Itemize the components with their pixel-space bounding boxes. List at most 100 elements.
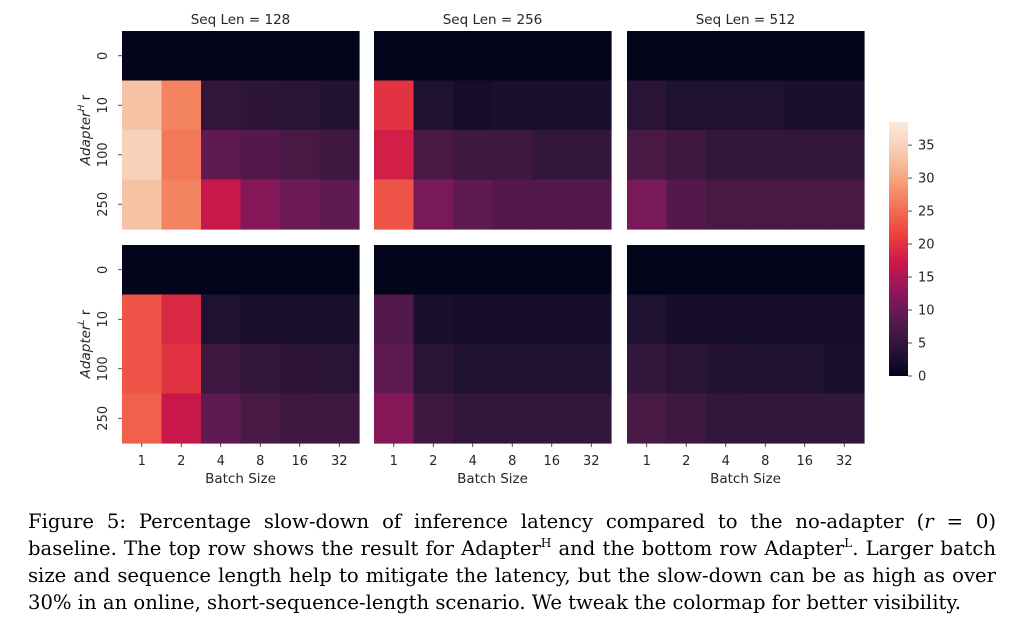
heatmap-cell [240,31,281,82]
x-axis-label: Batch Size [710,471,781,487]
heatmap-cell [824,179,865,230]
heatmap-cell [280,344,321,395]
heatmap-cell [319,179,360,230]
heatmap-cell [532,294,573,345]
heatmap-cell [666,344,707,395]
heatmap-cell [122,393,163,444]
heatmap-cell [280,393,321,444]
colorbar-tick-label: 15 [918,271,935,286]
x-tick-label: 2 [429,454,437,469]
heatmap-cell [280,294,321,345]
heatmap-cell [122,245,163,296]
heatmap-cell [161,179,202,230]
heatmap-cell [785,80,826,131]
heatmap-cell [319,294,360,345]
x-tick-label: 2 [682,454,690,469]
heatmap-panel-0-2 [627,31,865,230]
column-title: Seq Len = 512 [696,12,796,28]
heatmap-cell [627,245,668,296]
heatmap-cell [374,344,415,395]
heatmap-cell [824,130,865,181]
x-tick-label: 16 [291,454,308,469]
heatmap-cell [492,344,533,395]
y-tick-label: 250 [96,192,111,217]
heatmap-cell [413,31,454,82]
heatmap-cell [453,80,494,131]
heatmap-cell [627,179,668,230]
x-tick-label: 8 [256,454,264,469]
heatmap-cell [161,80,202,131]
x-tick-label: 32 [331,454,348,469]
heatmap-cell [161,294,202,345]
heatmap-cell [532,31,573,82]
heatmap-cell [571,294,612,345]
heatmap-cell [492,294,533,345]
heatmap-cell [666,245,707,296]
heatmap-cell [453,393,494,444]
heatmap-cell [532,179,573,230]
heatmap-cell [161,31,202,82]
heatmap-cell [532,245,573,296]
colorbar-tick-label: 35 [918,139,935,154]
heatmap-cell [122,31,163,82]
heatmap-cell [532,80,573,131]
heatmap-panel-1-0 [122,245,360,444]
heatmap-cell [824,294,865,345]
heatmap-cell [201,80,242,131]
heatmap-cell [280,179,321,230]
heatmap-cell [745,393,786,444]
heatmap-cell [453,245,494,296]
x-tick-label: 4 [469,454,477,469]
heatmap-cell [627,344,668,395]
heatmap-cell [571,80,612,131]
heatmap-cell [627,80,668,131]
x-tick-label: 4 [722,454,730,469]
heatmap-cell [122,294,163,345]
heatmap-cell [240,393,281,444]
y-tick-label: 250 [96,406,111,431]
heatmap-cell [453,31,494,82]
heatmap-cell [745,130,786,181]
heatmap-cell [785,245,826,296]
heatmap-cell [319,245,360,296]
heatmap-cell [492,31,533,82]
colorbar-tick-label: 30 [918,172,935,187]
heatmap-cell [201,130,242,181]
heatmap-cell [627,294,668,345]
heatmap-cell [785,294,826,345]
y-tick-label: 0 [96,266,111,274]
heatmap-cell [201,294,242,345]
heatmap-cell [745,344,786,395]
heatmap-cell [280,245,321,296]
heatmap-cell [122,179,163,230]
heatmap-cell [706,393,747,444]
heatmap-cell [745,179,786,230]
heatmap-cell [201,31,242,82]
heatmap-cell [201,179,242,230]
x-tick-label: 1 [643,454,651,469]
heatmap-cell [666,130,707,181]
x-tick-label: 8 [761,454,769,469]
column-title: Seq Len = 128 [191,12,291,28]
heatmap-cell [122,344,163,395]
heatmap-cell [666,179,707,230]
heatmap-cell [492,245,533,296]
heatmap-panel-1-2 [627,245,865,444]
heatmap-cell [453,179,494,230]
heatmap-cell [280,31,321,82]
y-tick-label: 0 [96,52,111,60]
heatmap-cell [240,294,281,345]
heatmap-cell [706,80,747,131]
x-tick-label: 32 [583,454,600,469]
heatmap-cell [492,80,533,131]
y-axis-label: AdapterH r [77,94,94,166]
x-tick-label: 4 [217,454,225,469]
heatmap-cell [532,130,573,181]
heatmap-cell [785,179,826,230]
y-axis-label: AdapterL r [77,309,94,379]
colorbar-tick-label: 0 [918,370,926,385]
heatmap-cell [161,130,202,181]
heatmap-cell [319,344,360,395]
heatmap-cell [571,245,612,296]
heatmap-cell [785,393,826,444]
